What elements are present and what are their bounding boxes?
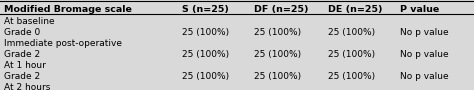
Text: 25 (100%): 25 (100%) [254, 50, 301, 59]
Text: Grade 0: Grade 0 [4, 28, 40, 37]
Text: No p value: No p value [400, 28, 448, 37]
Text: 25 (100%): 25 (100%) [254, 28, 301, 37]
Text: 25 (100%): 25 (100%) [182, 72, 229, 81]
Text: 25 (100%): 25 (100%) [182, 50, 229, 59]
Text: Immediate post-operative: Immediate post-operative [4, 39, 122, 48]
Text: At baseline: At baseline [4, 17, 55, 26]
Text: 25 (100%): 25 (100%) [328, 50, 375, 59]
Text: S (n=25): S (n=25) [182, 5, 229, 14]
Text: Grade 2: Grade 2 [4, 50, 40, 59]
Text: At 1 hour: At 1 hour [4, 61, 46, 70]
Text: P value: P value [400, 5, 439, 14]
Text: At 2 hours: At 2 hours [4, 83, 50, 90]
Text: Modified Bromage scale: Modified Bromage scale [4, 5, 132, 14]
Text: Grade 2: Grade 2 [4, 72, 40, 81]
Text: 25 (100%): 25 (100%) [254, 72, 301, 81]
Text: No p value: No p value [400, 50, 448, 59]
Text: DF (n=25): DF (n=25) [254, 5, 309, 14]
Text: No p value: No p value [400, 72, 448, 81]
Text: 25 (100%): 25 (100%) [328, 72, 375, 81]
Text: 25 (100%): 25 (100%) [328, 28, 375, 37]
Text: DE (n=25): DE (n=25) [328, 5, 383, 14]
Text: 25 (100%): 25 (100%) [182, 28, 229, 37]
